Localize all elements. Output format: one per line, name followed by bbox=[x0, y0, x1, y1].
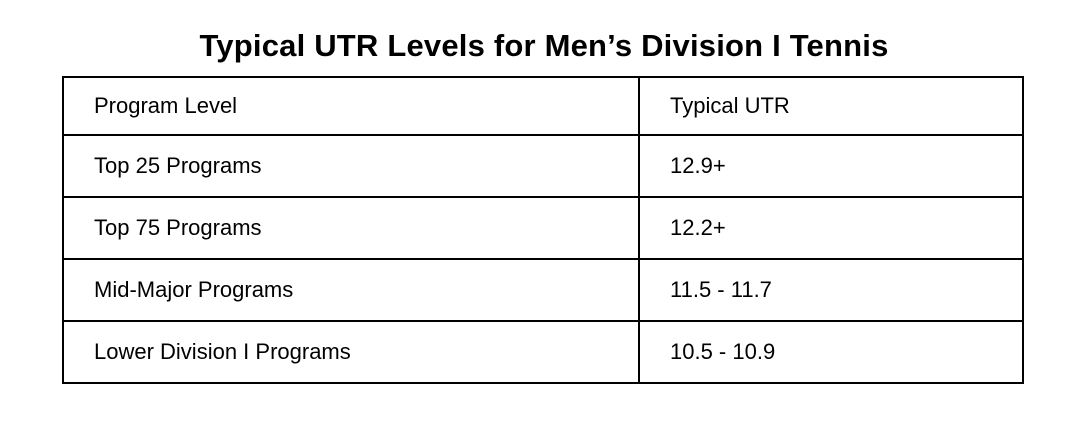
cell-program-level: Top 25 Programs bbox=[62, 134, 640, 198]
cell-typical-utr: 11.5 - 11.7 bbox=[638, 258, 1024, 322]
table-header-row: Program Level Typical UTR bbox=[62, 76, 1024, 136]
column-header-program-level: Program Level bbox=[62, 76, 640, 136]
cell-program-level: Lower Division I Programs bbox=[62, 320, 640, 384]
cell-program-level: Mid-Major Programs bbox=[62, 258, 640, 322]
page-title: Typical UTR Levels for Men’s Division I … bbox=[199, 28, 889, 63]
column-header-typical-utr: Typical UTR bbox=[638, 76, 1024, 136]
cell-typical-utr: 12.2+ bbox=[638, 196, 1024, 260]
utr-levels-table: Program Level Typical UTR Top 25 Program… bbox=[62, 76, 1024, 384]
table-row: Top 25 Programs 12.9+ bbox=[62, 134, 1024, 198]
table-row: Top 75 Programs 12.2+ bbox=[62, 196, 1024, 260]
table-row: Mid-Major Programs 11.5 - 11.7 bbox=[62, 258, 1024, 322]
cell-program-level: Top 75 Programs bbox=[62, 196, 640, 260]
table-row: Lower Division I Programs 10.5 - 10.9 bbox=[62, 320, 1024, 384]
cell-typical-utr: 10.5 - 10.9 bbox=[638, 320, 1024, 384]
cell-typical-utr: 12.9+ bbox=[638, 134, 1024, 198]
